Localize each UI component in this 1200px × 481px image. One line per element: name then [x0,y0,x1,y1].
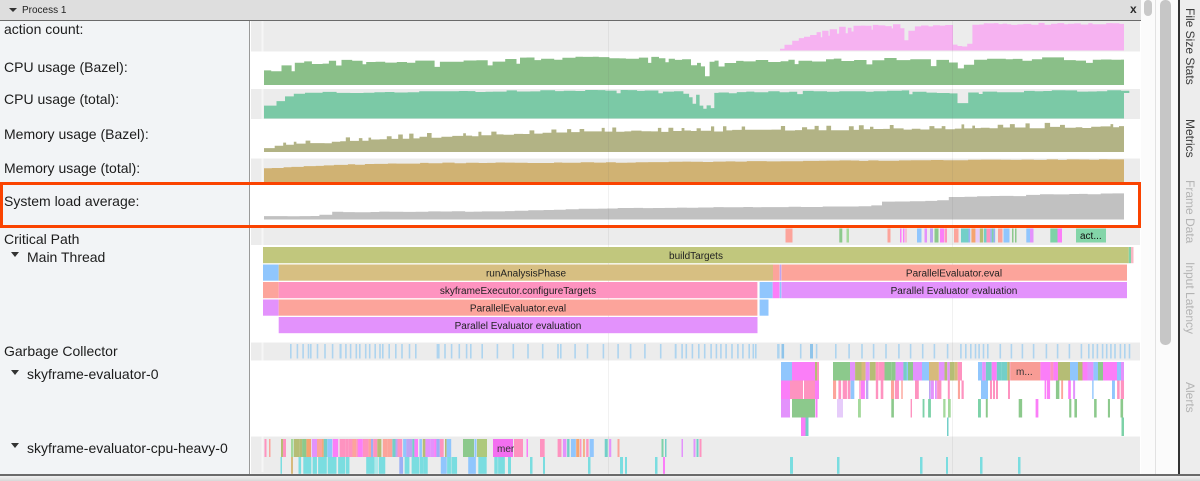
svg-text:ParallelEvaluator.eval: ParallelEvaluator.eval [470,304,566,315]
svg-text:ParallelEvaluator.eval: ParallelEvaluator.eval [906,269,1002,280]
svg-text:runAnalysisPhase: runAnalysisPhase [486,269,566,280]
svg-text:mer: mer [497,444,515,455]
svg-text:skyframeExecutor.configureTarg: skyframeExecutor.configureTargets [440,286,596,297]
svg-text:Parallel Evaluator evaluation: Parallel Evaluator evaluation [455,321,582,332]
svg-text:m...: m... [1016,367,1033,378]
svg-text:buildTargets: buildTargets [669,251,723,262]
svg-text:act...: act... [1080,231,1102,242]
svg-text:Parallel Evaluator evaluation: Parallel Evaluator evaluation [891,286,1018,297]
